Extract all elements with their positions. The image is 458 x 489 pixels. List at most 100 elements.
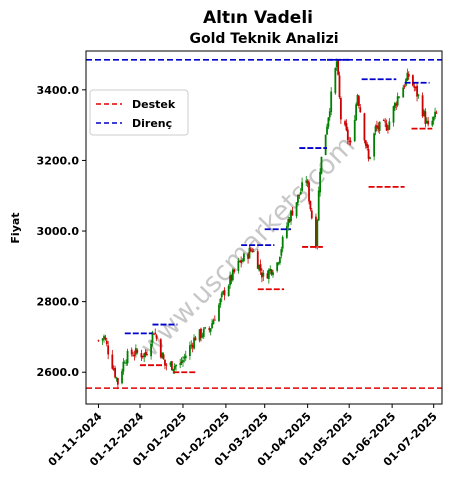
candle-body: [251, 250, 254, 252]
candle-body: [154, 332, 157, 334]
candle-body: [212, 320, 215, 325]
candle-body: [359, 107, 362, 113]
candle-body: [261, 272, 263, 278]
candle-body: [141, 355, 144, 357]
candle-body: [385, 123, 388, 131]
candle-body: [270, 269, 273, 275]
candle-body: [374, 126, 377, 133]
candle-body: [209, 328, 212, 332]
candle-body: [384, 121, 387, 123]
candle-body: [200, 328, 202, 338]
candle-body: [320, 156, 323, 174]
candle-body: [201, 335, 204, 337]
candle-body: [378, 121, 381, 131]
candle-body: [272, 272, 274, 276]
candle-body: [190, 344, 193, 346]
candle-body: [252, 251, 255, 253]
candle-body: [180, 361, 183, 364]
candle-body: [369, 157, 371, 159]
candle-body: [112, 368, 115, 370]
candle-body: [140, 353, 143, 358]
candle-body: [227, 285, 230, 296]
candle-body: [259, 264, 262, 271]
candle-body: [267, 269, 270, 279]
candle-body: [308, 182, 310, 202]
plot-frame: [85, 50, 443, 405]
candle-body: [398, 96, 400, 98]
candle-body: [421, 95, 424, 117]
candle-body: [403, 85, 406, 87]
candle-body: [97, 340, 100, 342]
candle-body: [143, 353, 146, 358]
y-tick-label: 3000.0: [37, 225, 80, 238]
candle-body: [306, 180, 309, 184]
candle-body: [297, 194, 299, 203]
candle-body: [414, 87, 417, 89]
legend: Destek Direnç: [89, 89, 189, 136]
candle-body: [150, 343, 153, 357]
candle-body: [208, 328, 211, 331]
candle-body: [305, 180, 308, 183]
candle-body: [151, 332, 154, 343]
candle-body: [155, 335, 158, 339]
candle-body: [220, 293, 223, 298]
candle-body: [159, 339, 162, 358]
candle-body: [299, 191, 302, 195]
candle-body: [161, 352, 164, 359]
candle-body: [363, 113, 366, 141]
candle-body: [279, 256, 281, 264]
candle-body: [375, 125, 378, 128]
candle-body: [364, 140, 367, 146]
candle-body: [238, 261, 241, 263]
candle-body: [262, 272, 265, 277]
candle-body: [175, 364, 177, 367]
candle-body: [366, 144, 369, 148]
y-tick-label: 3200.0: [37, 154, 80, 167]
candle-body: [310, 210, 313, 219]
candle-body: [222, 290, 225, 294]
candle-body: [344, 121, 346, 125]
candle-body: [231, 269, 234, 281]
candle-body: [285, 226, 288, 238]
candle-body: [218, 304, 220, 322]
candle-body: [125, 362, 128, 364]
candle-body: [356, 95, 359, 106]
candle-body: [425, 120, 428, 124]
candle-body: [173, 365, 176, 370]
candle-body: [115, 377, 118, 379]
candle-body: [301, 182, 303, 191]
candle-body: [435, 112, 438, 114]
candle-body: [432, 116, 435, 121]
candle-body: [230, 275, 233, 281]
y-tick-label: 2600.0: [37, 366, 80, 379]
candle-body: [416, 85, 418, 97]
candle-body: [335, 61, 338, 68]
candle-body: [367, 149, 370, 159]
candle-body: [121, 371, 123, 384]
candle-body: [202, 328, 205, 337]
candle-body: [134, 348, 137, 355]
candle-body: [146, 354, 148, 356]
chart-suptitle: Altın Vadeli: [203, 8, 313, 28]
candle-body: [170, 361, 173, 371]
candle-body: [111, 354, 114, 369]
candle-body: [179, 363, 182, 365]
candle-body: [348, 140, 351, 142]
candle-body: [317, 190, 320, 221]
candle-body: [357, 96, 360, 106]
candle-body: [345, 123, 348, 131]
candle-body: [291, 210, 294, 216]
candle-body: [277, 262, 280, 264]
candle-body: [327, 117, 330, 127]
candle-body: [114, 367, 116, 378]
candle-body: [328, 111, 331, 118]
y-tick-label: 3400.0: [37, 84, 80, 97]
candle-body: [392, 106, 395, 123]
candle-body: [144, 352, 147, 356]
candle-body: [191, 345, 194, 348]
candle-body: [298, 194, 301, 196]
candle-body: [193, 337, 195, 349]
candle-body: [169, 362, 172, 366]
chart-title: Gold Teknik Analizi: [189, 31, 338, 47]
candle-body: [104, 337, 107, 340]
